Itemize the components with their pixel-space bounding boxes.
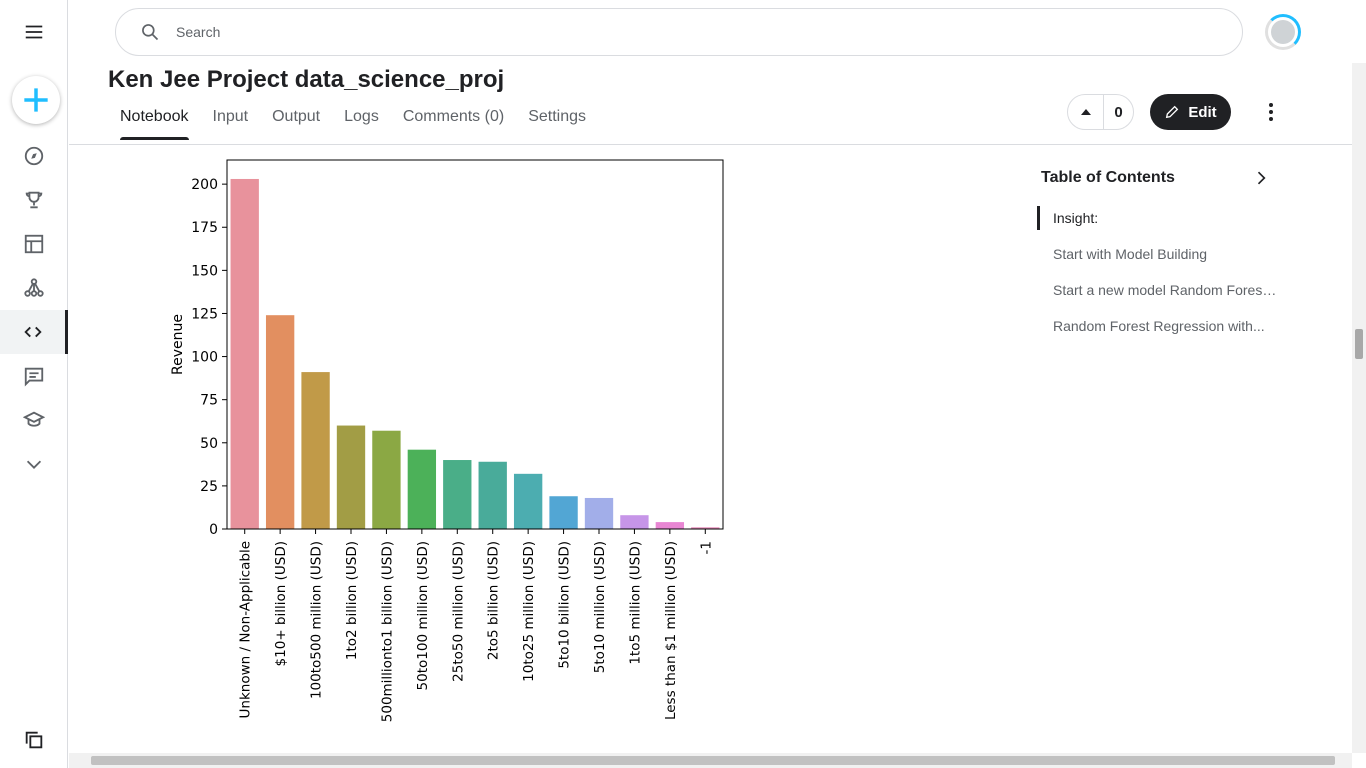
toc-item-insight[interactable]: Insight: <box>1053 210 1099 226</box>
bar <box>407 449 437 529</box>
bar <box>620 515 649 529</box>
compass-icon[interactable] <box>0 134 68 178</box>
bar <box>336 425 366 529</box>
chevron-down-icon[interactable] <box>0 442 68 486</box>
tab-settings[interactable]: Settings <box>528 108 586 125</box>
copy-icon[interactable] <box>0 718 68 762</box>
vote-control: 0 <box>1067 94 1134 130</box>
x-tick-label: 500millionto1 billion (USD) <box>379 541 395 722</box>
toc-title: Table of Contents <box>1041 169 1175 186</box>
bar <box>443 460 472 529</box>
search-icon <box>142 24 159 41</box>
page-title: Ken Jee Project data_science_proj <box>108 66 505 93</box>
x-tick-label: 1to2 billion (USD) <box>344 541 360 660</box>
x-tick-label: 10to25 million (USD) <box>521 541 537 682</box>
bar <box>691 527 720 529</box>
x-tick-label: 50to100 million (USD) <box>415 541 431 690</box>
x-tick-label: 5to10 million (USD) <box>592 541 608 673</box>
plus-icon <box>24 88 48 112</box>
vertical-scrollbar[interactable] <box>1352 63 1366 753</box>
y-tick-label: 50 <box>200 436 218 452</box>
edit-button[interactable]: Edit <box>1150 94 1231 130</box>
learn-icon[interactable] <box>0 398 68 442</box>
bar <box>230 178 259 529</box>
y-tick-label: 175 <box>191 220 218 236</box>
y-tick-label: 0 <box>209 522 218 538</box>
trophy-icon[interactable] <box>0 178 68 222</box>
bar <box>584 497 614 529</box>
tab-input[interactable]: Input <box>212 108 249 125</box>
x-tick-label: 25to50 million (USD) <box>450 541 466 682</box>
upvote-button[interactable] <box>1068 95 1104 129</box>
y-tick-label: 125 <box>191 306 218 322</box>
tab-output[interactable]: Output <box>272 108 321 125</box>
y-tick-label: 200 <box>191 177 218 193</box>
x-tick-label: $10+ billion (USD) <box>273 541 289 666</box>
tab-notebook[interactable]: Notebook <box>120 108 189 140</box>
tab-comments[interactable]: Comments (0) <box>402 108 505 125</box>
pencil-icon <box>1166 105 1179 119</box>
menu-icon[interactable] <box>0 10 68 54</box>
revenue-bar-chart: 0 25 50 75 100 125 150 175 200 Unknown / Non-Appl… <box>170 159 724 722</box>
bar <box>478 461 507 529</box>
bar <box>372 430 401 529</box>
toc-item-model-building[interactable]: Start with Model Building <box>1053 246 1208 262</box>
y-tick-label: 150 <box>191 263 218 279</box>
tab-logs[interactable]: Logs <box>344 108 379 125</box>
table-icon[interactable] <box>0 222 68 266</box>
y-tick-label: 75 <box>200 393 218 409</box>
y-axis-label: Revenue <box>170 314 186 375</box>
x-tick-label: Less than $1 million (USD) <box>663 541 679 720</box>
y-tick-label: 100 <box>191 350 218 366</box>
notebook-tabs: Notebook Input Output Logs Comments (0) … <box>120 108 610 140</box>
header-divider <box>69 144 1352 145</box>
chevron-right-icon[interactable] <box>1251 168 1271 188</box>
edit-label: Edit <box>1188 103 1217 121</box>
vertical-scroll-thumb[interactable] <box>1355 329 1363 359</box>
toc-item-random-forest[interactable]: Start a new model Random Forest Regressi… <box>1053 282 1279 298</box>
toc-item-random-forest-with[interactable]: Random Forest Regression with... <box>1053 318 1265 334</box>
bar <box>549 496 578 529</box>
search-bar[interactable] <box>115 8 1243 56</box>
plot-frame <box>226 159 724 530</box>
avatar[interactable] <box>1265 14 1301 50</box>
caret-up-icon <box>1080 109 1091 115</box>
left-nav-rail <box>0 0 68 768</box>
more-options-icon[interactable] <box>1258 99 1284 125</box>
x-tick-label: Unknown / Non-Applicable <box>238 541 254 718</box>
create-button[interactable] <box>12 76 60 124</box>
x-tick-label: -1 <box>698 541 714 554</box>
x-tick-label: 5to10 billion (USD) <box>557 541 573 669</box>
horizontal-scrollbar[interactable] <box>69 753 1352 768</box>
x-tick-label: 100to500 million (USD) <box>309 541 325 699</box>
y-tick-label: 25 <box>200 479 218 495</box>
horizontal-scroll-thumb[interactable] <box>91 756 1335 765</box>
models-icon[interactable] <box>0 266 68 310</box>
bar <box>301 372 330 529</box>
discussion-icon[interactable] <box>0 354 68 398</box>
bar <box>655 522 685 529</box>
x-tick-label: 1to5 million (USD) <box>627 541 643 665</box>
x-tick-label: 2to5 billion (USD) <box>486 541 502 660</box>
bar <box>265 315 295 529</box>
search-input[interactable] <box>176 24 1176 40</box>
code-icon[interactable] <box>0 310 68 354</box>
vote-count: 0 <box>1114 103 1123 121</box>
toc-active-marker <box>1037 206 1040 230</box>
bar <box>513 473 543 529</box>
